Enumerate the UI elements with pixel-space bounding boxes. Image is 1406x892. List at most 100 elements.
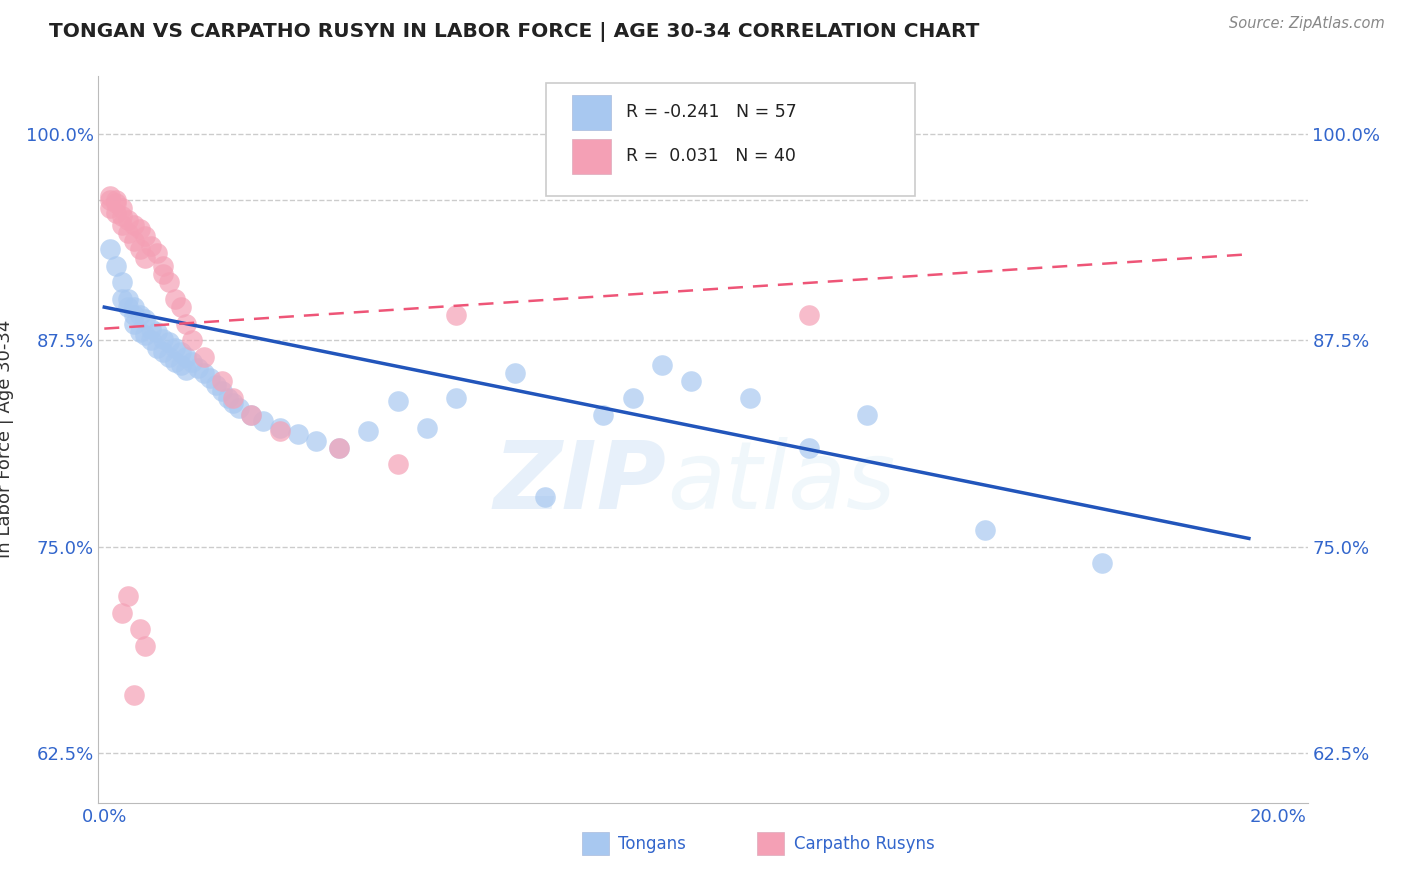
Point bbox=[163, 342, 186, 356]
Point bbox=[98, 242, 121, 256]
Point bbox=[122, 234, 145, 248]
Point bbox=[269, 421, 291, 435]
Bar bbox=[582, 832, 609, 855]
Point bbox=[797, 309, 820, 323]
Point bbox=[387, 394, 409, 409]
Text: R = -0.241   N = 57: R = -0.241 N = 57 bbox=[626, 103, 796, 121]
Point bbox=[111, 201, 134, 215]
Text: ZIP: ZIP bbox=[494, 437, 666, 529]
Point bbox=[1091, 556, 1114, 570]
Point bbox=[592, 408, 614, 422]
Point bbox=[446, 309, 468, 323]
Point bbox=[252, 414, 274, 428]
Point bbox=[152, 344, 174, 359]
Point bbox=[117, 212, 139, 227]
Point bbox=[328, 441, 350, 455]
Point bbox=[169, 300, 191, 314]
Point bbox=[304, 434, 326, 448]
Point bbox=[128, 309, 150, 323]
Point bbox=[181, 354, 204, 368]
Point bbox=[503, 366, 526, 380]
Point bbox=[98, 201, 121, 215]
Point bbox=[111, 606, 134, 620]
Point bbox=[141, 321, 163, 335]
Point bbox=[181, 333, 204, 347]
FancyBboxPatch shape bbox=[546, 83, 915, 195]
Point bbox=[105, 206, 128, 220]
Point bbox=[193, 366, 215, 380]
Point bbox=[134, 639, 156, 653]
Point bbox=[328, 441, 350, 455]
Point bbox=[217, 391, 239, 405]
Point bbox=[211, 375, 233, 389]
Point bbox=[187, 361, 209, 376]
Point bbox=[122, 317, 145, 331]
Point bbox=[105, 196, 128, 211]
Point bbox=[738, 391, 761, 405]
Point bbox=[111, 209, 134, 223]
Point bbox=[134, 328, 156, 343]
Point bbox=[222, 391, 245, 405]
Point bbox=[169, 358, 191, 372]
Text: R =  0.031   N = 40: R = 0.031 N = 40 bbox=[626, 147, 796, 165]
Point bbox=[157, 334, 180, 349]
Point bbox=[163, 292, 186, 306]
Point bbox=[111, 218, 134, 232]
Point bbox=[128, 222, 150, 236]
Point bbox=[240, 408, 263, 422]
Text: Tongans: Tongans bbox=[619, 835, 686, 853]
Point bbox=[416, 421, 439, 435]
Point bbox=[240, 408, 263, 422]
Point bbox=[122, 218, 145, 232]
Point bbox=[152, 267, 174, 281]
Point bbox=[141, 239, 163, 253]
Point bbox=[98, 189, 121, 203]
Point bbox=[117, 226, 139, 240]
Bar bbox=[572, 139, 612, 174]
Point bbox=[134, 311, 156, 326]
Point bbox=[105, 193, 128, 207]
Text: atlas: atlas bbox=[666, 437, 896, 528]
Point bbox=[287, 427, 309, 442]
Point bbox=[651, 358, 673, 372]
Point bbox=[134, 251, 156, 265]
Bar bbox=[572, 95, 612, 129]
Point bbox=[193, 350, 215, 364]
Point bbox=[169, 344, 191, 359]
Point bbox=[176, 350, 198, 364]
Point bbox=[157, 276, 180, 290]
Point bbox=[111, 276, 134, 290]
Point bbox=[122, 300, 145, 314]
Point bbox=[122, 689, 145, 703]
Point bbox=[198, 371, 221, 385]
Point bbox=[357, 424, 380, 438]
Point bbox=[146, 342, 169, 356]
Point bbox=[152, 259, 174, 273]
Point bbox=[204, 377, 226, 392]
Point bbox=[117, 300, 139, 314]
Point bbox=[128, 623, 150, 637]
Point bbox=[446, 391, 468, 405]
Point bbox=[533, 490, 555, 504]
Point bbox=[105, 259, 128, 273]
Point bbox=[122, 309, 145, 323]
Point bbox=[222, 396, 245, 410]
Point bbox=[176, 317, 198, 331]
Text: Carpatho Rusyns: Carpatho Rusyns bbox=[794, 835, 935, 853]
Point bbox=[141, 333, 163, 347]
Point bbox=[134, 229, 156, 244]
Point bbox=[973, 523, 995, 537]
Point bbox=[621, 391, 644, 405]
Y-axis label: In Labor Force | Age 30-34: In Labor Force | Age 30-34 bbox=[0, 320, 14, 558]
Point bbox=[387, 457, 409, 471]
Text: TONGAN VS CARPATHO RUSYN IN LABOR FORCE | AGE 30-34 CORRELATION CHART: TONGAN VS CARPATHO RUSYN IN LABOR FORCE … bbox=[49, 22, 980, 42]
Point bbox=[152, 332, 174, 346]
Point bbox=[856, 408, 879, 422]
Point bbox=[228, 401, 250, 415]
Point bbox=[211, 384, 233, 399]
Point bbox=[163, 354, 186, 368]
Point bbox=[117, 292, 139, 306]
Point bbox=[146, 245, 169, 260]
Bar bbox=[758, 832, 785, 855]
Text: Source: ZipAtlas.com: Source: ZipAtlas.com bbox=[1229, 16, 1385, 31]
